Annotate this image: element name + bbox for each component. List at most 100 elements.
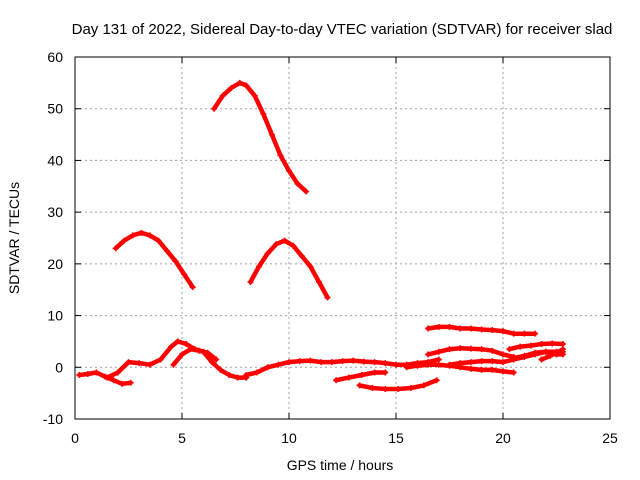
data-point	[219, 92, 226, 99]
data-point	[264, 364, 271, 371]
data-point	[213, 356, 220, 363]
data-point	[174, 338, 181, 345]
data-point	[521, 352, 528, 359]
data-point	[112, 245, 119, 252]
data-point	[532, 349, 539, 356]
data-point	[136, 360, 143, 367]
series-arc-6	[171, 346, 219, 367]
data-point	[168, 343, 175, 350]
data-point	[467, 365, 474, 372]
data-point	[243, 372, 250, 379]
data-point	[264, 250, 271, 257]
data-point	[146, 361, 153, 368]
data-point	[273, 241, 280, 248]
data-point	[84, 371, 91, 378]
y-tick-label: 40	[47, 152, 63, 168]
x-tick-label: 10	[281, 430, 297, 446]
grid	[75, 57, 610, 419]
data-point	[189, 284, 196, 291]
data-point	[104, 374, 111, 381]
data-point	[425, 325, 432, 332]
data-point	[350, 357, 357, 364]
data-point	[318, 359, 325, 366]
data-point	[183, 341, 190, 348]
data-point	[446, 323, 453, 330]
data-point	[532, 330, 539, 337]
y-tick-label: 10	[47, 308, 63, 324]
data-point	[559, 351, 566, 358]
data-point	[228, 85, 235, 92]
data-point	[345, 374, 352, 381]
data-point	[268, 131, 275, 138]
y-tick-label: 20	[47, 256, 63, 272]
data-point	[294, 180, 301, 187]
y-tick-label: 0	[55, 359, 63, 375]
data-point	[510, 354, 517, 361]
data-point	[155, 237, 162, 244]
data-point	[549, 340, 556, 347]
data-point	[121, 237, 128, 244]
data-point	[369, 384, 376, 391]
y-tick-label: -10	[43, 411, 63, 427]
data-point	[382, 360, 389, 367]
data-point	[187, 346, 194, 353]
data-point	[260, 110, 267, 117]
data-point	[425, 351, 432, 358]
data-point	[538, 341, 545, 348]
data-point	[125, 359, 132, 366]
data-point	[277, 152, 284, 159]
data-point	[457, 360, 464, 367]
data-point	[328, 359, 335, 366]
data-point	[298, 253, 305, 260]
data-point	[129, 232, 136, 239]
data-point	[170, 361, 177, 368]
data-point	[164, 247, 171, 254]
data-point	[296, 358, 303, 365]
data-point	[76, 372, 83, 379]
data-point	[307, 357, 314, 364]
data-point	[217, 366, 224, 373]
data-point	[517, 343, 524, 350]
data-point	[457, 325, 464, 332]
axis-ticks: 0 5 10 15 20 25 -10 0 10 20 30 40 50 60	[43, 49, 618, 446]
data-point	[435, 323, 442, 330]
data-point	[433, 377, 440, 384]
data-point	[204, 349, 211, 356]
series-arc-3	[248, 238, 330, 300]
data-point	[538, 356, 545, 363]
data-point	[243, 82, 250, 89]
data-point	[500, 368, 506, 375]
data-point	[382, 369, 389, 376]
data-point	[489, 327, 496, 334]
data-point	[358, 372, 365, 379]
data-point	[146, 232, 153, 239]
x-tick-label: 5	[178, 430, 186, 446]
data-point	[435, 356, 442, 363]
data-point	[425, 361, 432, 368]
data-point	[286, 359, 292, 366]
data-point	[478, 346, 485, 353]
data-point	[179, 351, 185, 358]
y-tick-label: 50	[47, 101, 63, 117]
data-point	[395, 386, 402, 393]
data-point	[307, 263, 314, 270]
chart-title: Day 131 of 2022, Sidereal Day-to-day VTE…	[72, 21, 613, 38]
x-tick-label: 25	[602, 430, 618, 446]
data-point	[324, 294, 331, 301]
data-point	[251, 92, 258, 99]
data-point	[457, 345, 464, 352]
data-point	[559, 341, 566, 348]
data-point	[196, 347, 203, 354]
data-point	[407, 384, 414, 391]
data-point	[478, 358, 485, 365]
data-series	[76, 79, 566, 393]
data-point	[489, 347, 496, 354]
data-point	[467, 325, 474, 332]
data-point	[521, 330, 528, 337]
data-point	[172, 258, 179, 265]
data-point	[500, 351, 506, 358]
data-point	[157, 356, 164, 363]
data-point	[356, 382, 363, 389]
data-point	[393, 361, 399, 368]
data-point	[414, 362, 421, 369]
